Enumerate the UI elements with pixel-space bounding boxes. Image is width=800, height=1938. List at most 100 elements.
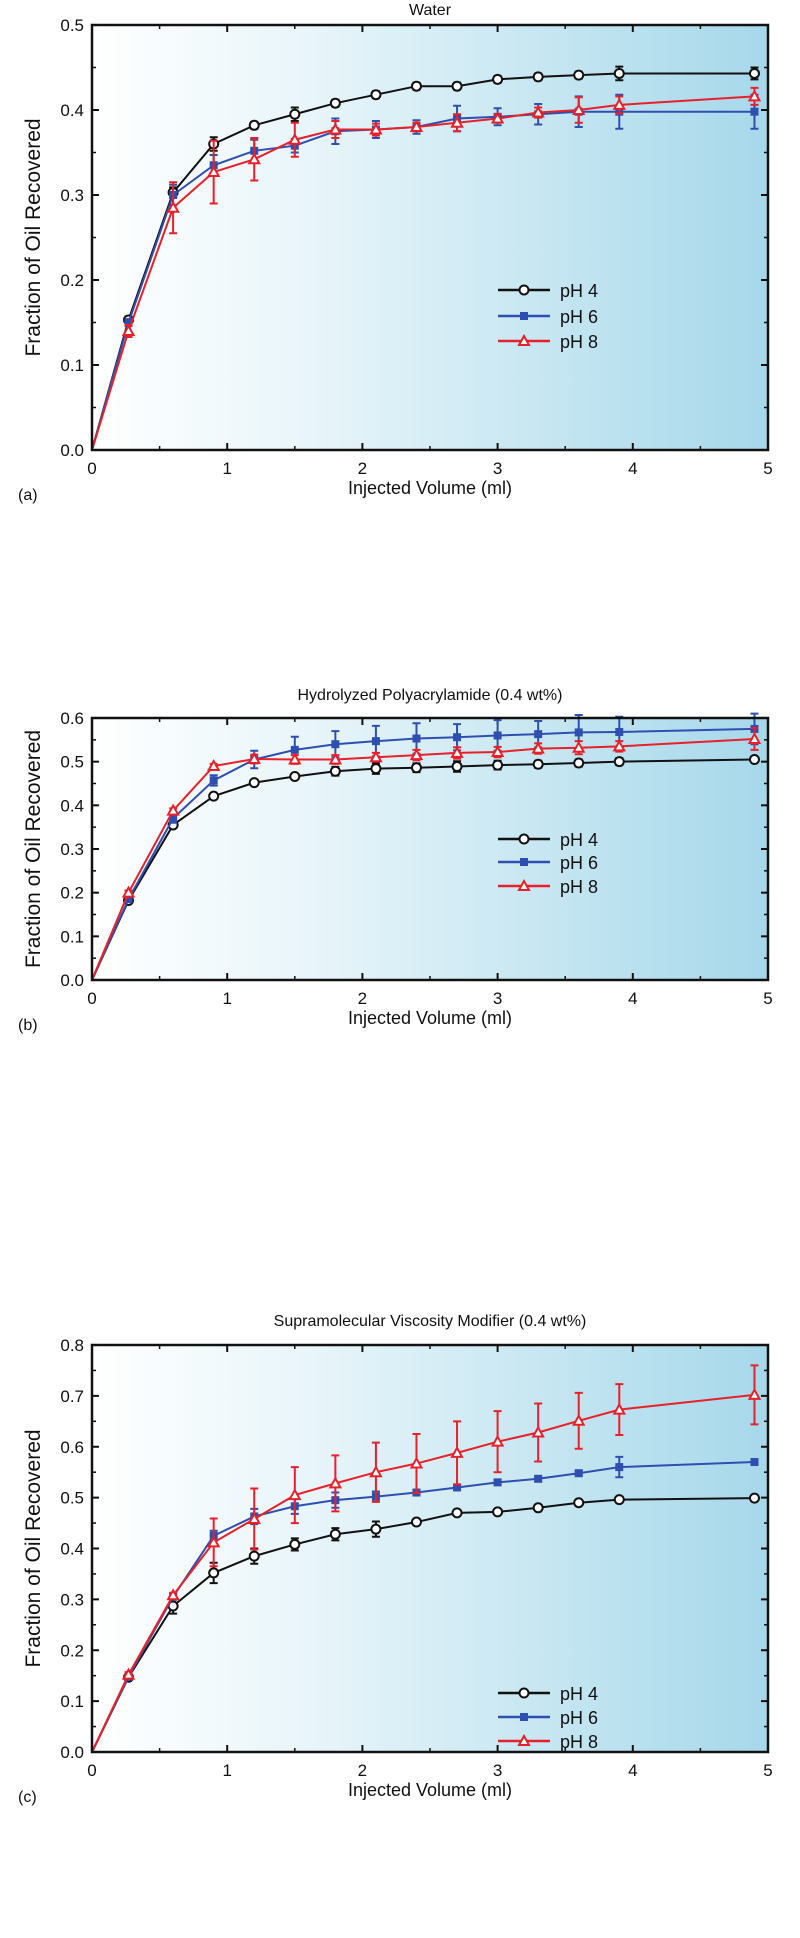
legend-marker bbox=[518, 1687, 530, 1699]
y-tick-label: 0.5 bbox=[60, 1489, 84, 1508]
data-point bbox=[166, 200, 180, 213]
data-point bbox=[492, 1506, 504, 1518]
data-point bbox=[121, 1667, 136, 1680]
data-point bbox=[410, 80, 422, 92]
data-point bbox=[573, 69, 585, 81]
legend-label: pH 8 bbox=[560, 877, 598, 897]
data-point bbox=[748, 1492, 760, 1504]
legend-entry: pH 6 bbox=[498, 1708, 598, 1728]
data-point bbox=[747, 731, 762, 744]
legend-marker bbox=[518, 284, 530, 296]
chart-title: Hydrolyzed Polyacrylamide (0.4 wt%) bbox=[298, 687, 563, 704]
data-point bbox=[615, 727, 624, 736]
data-point bbox=[288, 132, 302, 145]
data-point bbox=[612, 97, 626, 110]
data-point bbox=[572, 1413, 586, 1426]
data-point bbox=[410, 1516, 422, 1528]
series-ph-4 bbox=[91, 65, 760, 451]
y-tick-label: 0.8 bbox=[60, 1336, 84, 1355]
x-axis-label: Injected Volume (ml) bbox=[348, 1780, 512, 1800]
data-point bbox=[453, 733, 462, 742]
data-point bbox=[409, 748, 424, 761]
data-point bbox=[574, 728, 583, 737]
plot-frame bbox=[90, 1343, 770, 1754]
data-point bbox=[615, 1463, 624, 1472]
data-point bbox=[166, 1588, 180, 1601]
legend-entry: pH 6 bbox=[498, 853, 598, 873]
data-point bbox=[208, 1567, 220, 1579]
data-point bbox=[209, 776, 218, 785]
data-point bbox=[247, 751, 261, 765]
data-point bbox=[289, 1538, 301, 1550]
data-point bbox=[612, 739, 626, 752]
data-point bbox=[331, 740, 340, 749]
x-tick-label: 4 bbox=[628, 1761, 637, 1780]
y-axis-label: Fraction of Oil Recovered bbox=[22, 1429, 45, 1667]
y-tick-label: 0.3 bbox=[60, 840, 84, 859]
x-tick-label: 2 bbox=[358, 459, 367, 478]
x-tick-label: 0 bbox=[87, 459, 96, 478]
y-tick-label: 0.0 bbox=[60, 1743, 84, 1762]
series-ph-4 bbox=[91, 1492, 760, 1753]
data-point bbox=[748, 67, 760, 79]
data-point bbox=[453, 1483, 462, 1492]
data-point bbox=[493, 731, 502, 740]
data-point bbox=[328, 122, 343, 135]
data-point bbox=[247, 152, 261, 165]
data-point bbox=[572, 102, 586, 115]
x-tick-label: 1 bbox=[222, 989, 231, 1008]
data-point bbox=[371, 737, 380, 746]
x-tick-label: 1 bbox=[222, 459, 231, 478]
panel-label: (b) bbox=[18, 1017, 38, 1034]
data-point bbox=[206, 164, 221, 178]
data-point bbox=[369, 750, 383, 763]
data-point bbox=[124, 318, 133, 327]
panel-label: (c) bbox=[18, 1789, 37, 1806]
legend-label: pH 4 bbox=[560, 1684, 598, 1704]
data-point bbox=[493, 1478, 502, 1487]
legend-entry: pH 8 bbox=[498, 1732, 598, 1752]
plot-background bbox=[92, 718, 768, 980]
data-point bbox=[492, 73, 504, 85]
data-point bbox=[492, 759, 504, 771]
data-point bbox=[532, 1502, 544, 1514]
x-axis-label: Injected Volume (ml) bbox=[348, 1008, 512, 1028]
panel-label: (a) bbox=[18, 487, 38, 504]
data-point bbox=[532, 758, 544, 770]
data-point bbox=[613, 756, 625, 768]
data-point bbox=[410, 762, 422, 774]
y-tick-label: 0.2 bbox=[60, 884, 84, 903]
data-point bbox=[450, 115, 464, 128]
data-point bbox=[490, 1434, 505, 1447]
data-point bbox=[532, 71, 544, 83]
series-ph-8 bbox=[91, 727, 762, 981]
legend-marker bbox=[517, 1733, 531, 1746]
plot-background bbox=[92, 25, 768, 450]
data-point bbox=[747, 1387, 762, 1400]
series-ph-8 bbox=[91, 86, 762, 451]
y-tick-label: 0.2 bbox=[60, 1641, 84, 1660]
x-tick-label: 3 bbox=[493, 459, 502, 478]
legend-entry: pH 4 bbox=[498, 830, 598, 850]
x-tick-label: 3 bbox=[493, 1761, 502, 1780]
data-point bbox=[369, 1465, 383, 1478]
data-point bbox=[289, 771, 301, 783]
data-point bbox=[248, 119, 260, 131]
legend-label: pH 8 bbox=[560, 332, 598, 352]
data-point bbox=[121, 323, 136, 336]
data-point bbox=[247, 1511, 261, 1524]
data-point bbox=[747, 89, 762, 102]
chart-title: Water bbox=[409, 2, 452, 19]
y-tick-label: 0.1 bbox=[60, 927, 84, 946]
data-point bbox=[490, 111, 505, 124]
data-point bbox=[206, 1535, 221, 1548]
data-point bbox=[531, 1425, 545, 1438]
data-point bbox=[206, 758, 221, 772]
data-point bbox=[531, 105, 545, 118]
panel-a: Water 0 1 2 3 4 5 0.0 0.1 0.2 0.3 0.4 0.5 Injected Vo… bbox=[18, 2, 773, 504]
data-point bbox=[750, 107, 759, 116]
x-axis-label: Injected Volume (ml) bbox=[348, 478, 512, 498]
legend-marker bbox=[517, 333, 531, 346]
data-point bbox=[288, 1488, 302, 1501]
